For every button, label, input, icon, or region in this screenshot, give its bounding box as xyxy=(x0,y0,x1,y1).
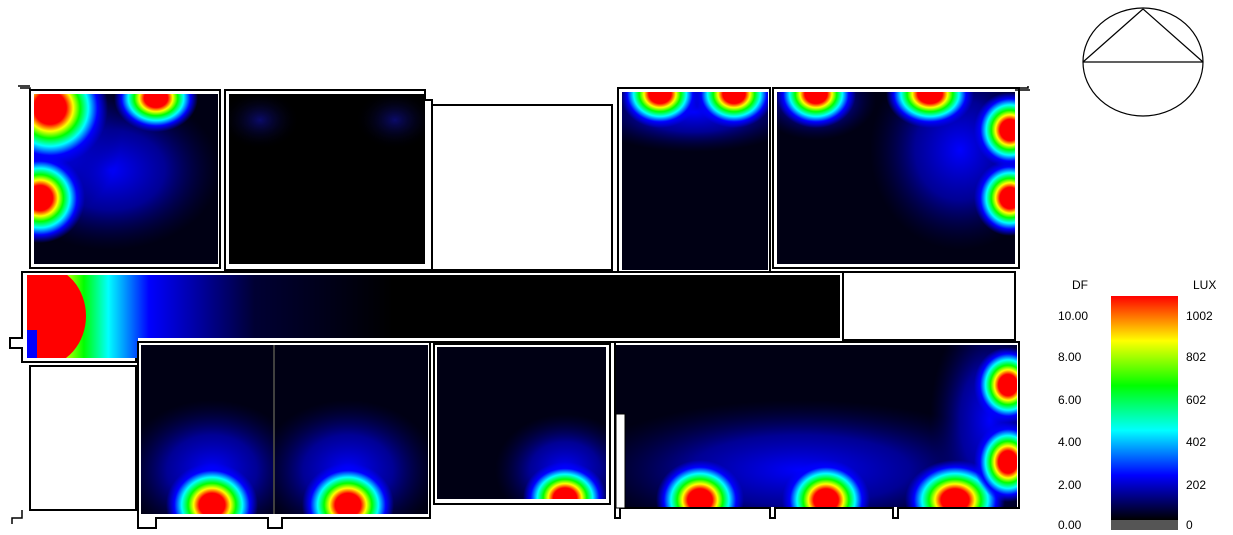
room-11-daylight-map xyxy=(613,341,1020,519)
legend-df-header: DF xyxy=(1072,278,1088,292)
room-3-empty xyxy=(431,104,613,271)
room-4-daylight-map xyxy=(617,87,771,273)
room-6-empty xyxy=(842,271,1016,341)
legend-lux-label: 1002 xyxy=(1186,309,1213,323)
legend-lux-ticks: 1002 802 602 402 202 0 xyxy=(1186,309,1213,532)
legend-lux-label: 202 xyxy=(1186,478,1206,492)
legend: DF LUX 10.00 8.00 6.00 4.00 2.00 0.00 1002 802… xyxy=(1058,278,1216,532)
room-2-daylight-map xyxy=(224,89,433,271)
legend-lux-label: 0 xyxy=(1186,518,1193,532)
legend-df-label: 10.00 xyxy=(1058,309,1088,323)
legend-df-label: 2.00 xyxy=(1058,478,1082,492)
room-10-daylight-map xyxy=(433,343,611,505)
wall-details xyxy=(11,85,1030,524)
legend-color-bar xyxy=(1111,296,1178,520)
room-8-daylight-map xyxy=(137,341,431,529)
legend-zero-swatch xyxy=(1111,520,1178,530)
legend-df-label: 4.00 xyxy=(1058,435,1082,449)
legend-df-label: 8.00 xyxy=(1058,350,1082,364)
legend-lux-label: 402 xyxy=(1186,435,1206,449)
legend-lux-label: 602 xyxy=(1186,393,1206,407)
north-arrow-icon xyxy=(1082,7,1204,117)
legend-lux-header: LUX xyxy=(1193,278,1216,292)
legend-df-ticks: 10.00 8.00 6.00 4.00 2.00 0.00 xyxy=(1058,309,1088,532)
room-1-daylight-map xyxy=(29,89,221,269)
legend-df-label: 6.00 xyxy=(1058,393,1082,407)
room-7-empty xyxy=(29,365,137,511)
room-9-daylight-map xyxy=(275,345,428,514)
legend-lux-label: 802 xyxy=(1186,350,1206,364)
legend-df-label: 0.00 xyxy=(1058,518,1082,532)
room-5-daylight-map xyxy=(772,87,1020,269)
